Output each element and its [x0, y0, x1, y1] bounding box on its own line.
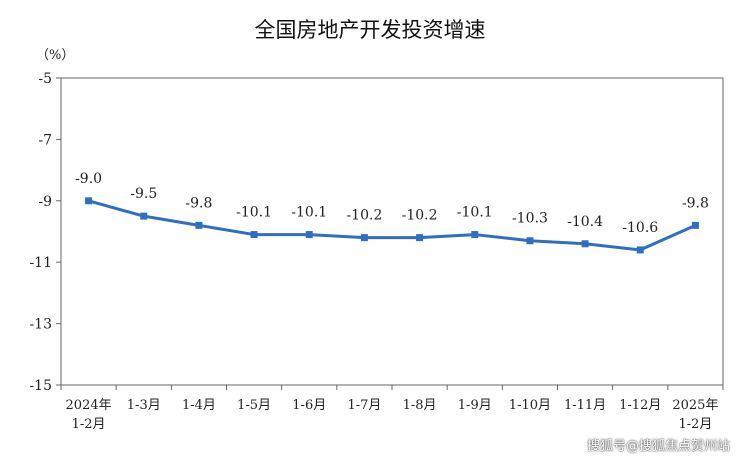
- data-point-3: [250, 231, 258, 239]
- data-point-6: [416, 234, 424, 242]
- y-tick-label-5: -15: [29, 378, 52, 394]
- x-tick-label-3: 1-5月: [237, 398, 271, 413]
- y-tick-label-1: -7: [38, 132, 52, 148]
- data-point-5: [360, 234, 368, 242]
- x-tick-label-9: 1-11月: [564, 398, 606, 413]
- data-label-1: -9.5: [130, 186, 157, 202]
- y-tick-label-2: -9: [38, 194, 52, 210]
- data-label-9: -10.4: [567, 214, 603, 230]
- data-point-1: [140, 212, 148, 220]
- data-point-4: [305, 231, 313, 239]
- data-label-11: -9.8: [682, 195, 709, 211]
- x-tick-label-5: 1-7月: [347, 398, 381, 413]
- data-point-11: [691, 221, 699, 229]
- x-tick-label-4: 1-6月: [292, 398, 326, 413]
- data-label-3: -10.1: [236, 205, 272, 221]
- data-point-2: [195, 221, 203, 229]
- data-point-9: [581, 240, 589, 248]
- data-label-10: -10.6: [622, 220, 658, 236]
- x-tick-label-11-line2: 1-2月: [678, 417, 712, 432]
- watermark: 搜狐号@搜狐焦点贺州站: [586, 439, 730, 454]
- x-tick-label-2: 1-4月: [182, 398, 216, 413]
- data-label-5: -10.2: [346, 208, 382, 224]
- x-tick-label-10: 1-12月: [619, 398, 661, 413]
- data-point-7: [471, 231, 479, 239]
- x-tick-label-1: 1-3月: [127, 398, 161, 413]
- chart-title: 全国房地产开发投资增速: [254, 18, 486, 42]
- data-label-7: -10.1: [457, 205, 493, 221]
- data-label-2: -9.8: [185, 195, 212, 211]
- x-tick-label-7: 1-9月: [458, 398, 492, 413]
- data-label-6: -10.2: [402, 208, 438, 224]
- x-tick-label-6: 1-8月: [403, 398, 437, 413]
- x-tick-label-8: 1-10月: [509, 398, 551, 413]
- data-point-8: [526, 237, 534, 245]
- data-point-10: [636, 246, 644, 254]
- data-label-8: -10.3: [512, 211, 548, 227]
- data-label-0: -9.0: [75, 171, 102, 187]
- y-axis-unit: （%）: [36, 48, 75, 63]
- series-line: [88, 199, 697, 252]
- data-label-4: -10.1: [291, 205, 327, 221]
- x-tick-label-0: 2024年: [66, 398, 112, 413]
- x-tick-label-11: 2025年: [672, 398, 718, 413]
- y-tick-label-3: -11: [29, 255, 52, 271]
- y-tick-label-0: -5: [38, 71, 52, 87]
- data-point-0: [85, 197, 93, 205]
- y-tick-label-4: -13: [29, 317, 52, 333]
- x-tick-label-0-line2: 1-2月: [72, 417, 106, 432]
